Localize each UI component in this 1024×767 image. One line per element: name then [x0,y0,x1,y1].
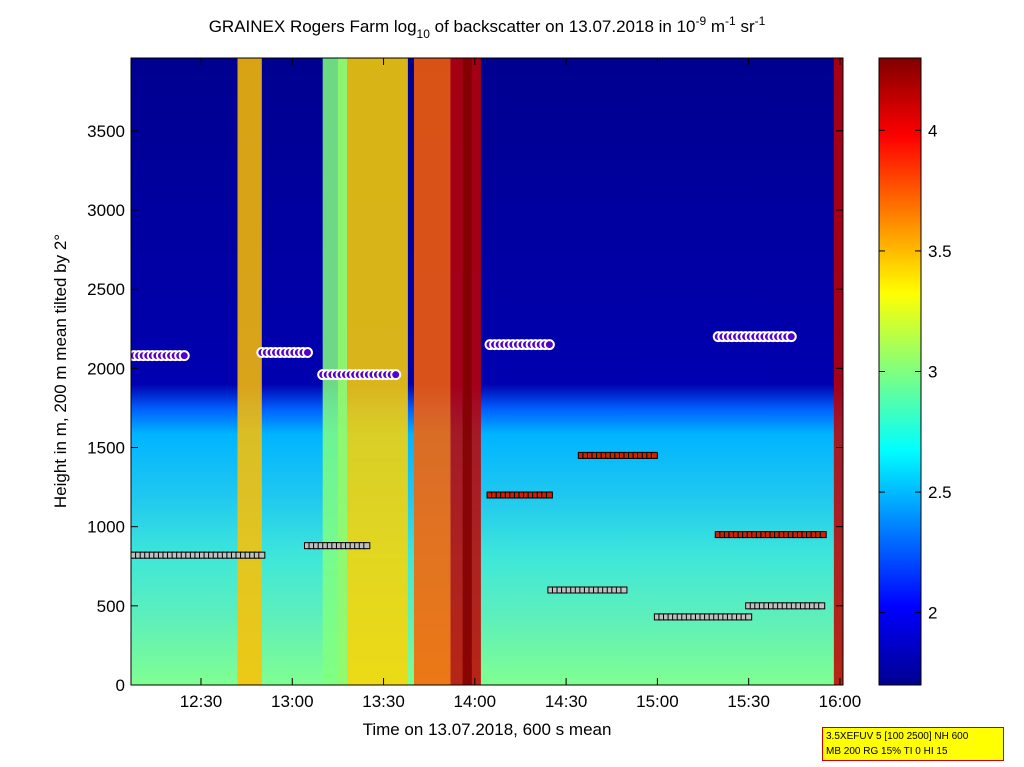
plume-band [237,58,262,685]
x-tick-label: 13:00 [271,692,314,711]
x-axis-label: Time on 13.07.2018, 600 s mean [363,720,612,739]
plume-band [833,58,843,685]
colorbar-tick-label: 2 [928,604,937,623]
residual-layer-height-marker [545,491,553,499]
y-tick-label: 2500 [87,280,125,299]
boundary-layer-height-marker [818,602,826,610]
y-tick-label: 500 [97,597,125,616]
title-subscript: 10 [417,27,431,41]
x-tick-label: 16:00 [819,692,862,711]
colorbar-tick-label: 3 [928,363,937,382]
cloud-base-height-marker [178,350,190,362]
parameter-line-2: MB 200 RG 15% TI 0 HI 15 [826,746,948,757]
boundary-layer-height-marker [363,542,371,550]
y-tick-label: 2000 [87,359,125,378]
residual-layer-height-marker [650,451,658,459]
boundary-layer-height-marker [745,613,753,621]
plume-band [462,58,472,685]
boundary-layer-height-marker [258,551,266,559]
parameter-line-1: 3.5XEFUV 5 [100 2500] NH 600 [826,731,969,742]
y-axis: 0 500 1000 1500 2000 2500 3000 3500 [87,122,843,695]
x-tick-label: 13:30 [362,692,405,711]
colorbar-tick-label: 3.5 [928,242,952,261]
cloud-base-height-marker [390,369,402,381]
x-axis: 12:30 13:00 13:30 14:00 14:30 15:00 15:30 16:00 [180,58,862,711]
y-tick-label: 3500 [87,122,125,141]
y-tick-label: 1500 [87,439,125,458]
x-tick-label: 14:30 [545,692,588,711]
cloud-base-height-marker [785,331,797,343]
layer-markers [122,331,827,621]
plot-frame [130,57,844,686]
colorbar-gradient [878,57,922,686]
plume-band [413,58,451,685]
title-exponent-2: -1 [725,14,736,28]
residual-layer-height-marker [819,531,827,539]
plot-area [122,58,843,685]
colorbar-tick-label: 2.5 [928,483,952,502]
x-tick-label: 15:30 [727,692,770,711]
x-tick-label: 14:00 [454,692,497,711]
y-axis-label: Height in m, 200 m mean tilted by 2° [51,234,70,508]
y-tick-label: 1000 [87,518,125,537]
x-tick-label: 15:00 [636,692,679,711]
colorbar-ticks: 2 2.5 3 3.5 4 [879,121,952,623]
colorbar: 2 2.5 3 3.5 4 [878,57,952,686]
boundary-layer-height-marker [122,552,128,558]
y-tick-label: 0 [116,676,125,695]
boundary-layer-height-marker [620,586,628,594]
chart-title: GRAINEX Rogers Farm log10 of backscatter… [209,14,766,41]
cloud-base-height-marker [543,339,555,351]
y-tick-label: 3000 [87,201,125,220]
colorbar-tick-label: 4 [928,121,937,140]
title-exponent-1: -9 [695,14,706,28]
title-exponent-3: -1 [755,14,766,28]
x-tick-label: 12:30 [180,692,223,711]
cloud-base-height-marker [301,347,313,358]
parameter-box: 3.5XEFUV 5 [100 2500] NH 600 MB 200 RG 1… [822,727,1004,761]
